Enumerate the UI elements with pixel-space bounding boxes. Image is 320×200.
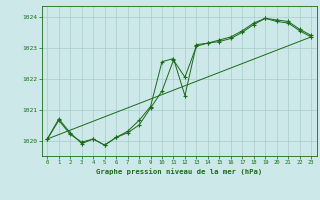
X-axis label: Graphe pression niveau de la mer (hPa): Graphe pression niveau de la mer (hPa) [96, 168, 262, 175]
